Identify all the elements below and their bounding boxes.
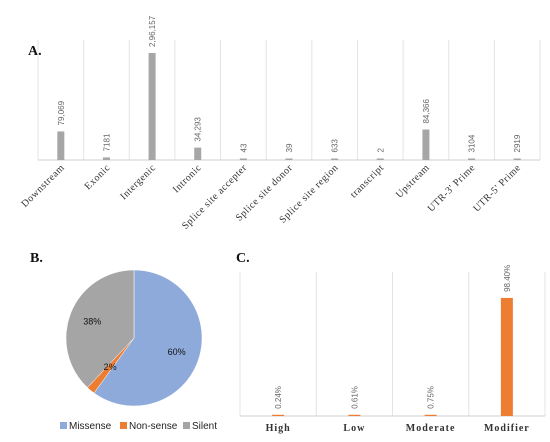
bar-moderate: [424, 414, 437, 416]
value-label: 7181: [102, 133, 111, 151]
legend-label: Silent: [192, 421, 217, 432]
value-label: 3104: [468, 134, 477, 152]
value-label: 34,293: [194, 117, 203, 142]
category-label: UTR-3' Prime: [426, 162, 478, 214]
category-label: Exonic: [83, 162, 113, 192]
category-label: Intronic: [171, 162, 204, 195]
value-label: 0.61%: [350, 386, 359, 409]
pie-label: 2%: [104, 362, 117, 372]
bar-transcript: [376, 158, 384, 160]
panel-b-label: B.: [30, 251, 43, 266]
bar-splice-site-region: [331, 158, 339, 160]
pie-label: 60%: [168, 347, 186, 357]
pie-label: 38%: [83, 316, 101, 326]
category-label: Downstream: [19, 162, 66, 209]
bar-low: [348, 414, 361, 416]
bar-utr-3-prime: [468, 158, 476, 160]
category-label: transcript: [348, 162, 386, 200]
pie-slice-missense: [93, 269, 203, 407]
category-label: High: [266, 423, 291, 434]
value-label: 2919: [513, 134, 522, 152]
value-label: 633: [331, 139, 340, 153]
pie-slice-non-sense: [87, 337, 135, 394]
category-label: Moderate: [406, 423, 456, 434]
value-label: 79,069: [57, 100, 66, 125]
bar-upstream: [422, 129, 430, 160]
legend-label: Missense: [69, 421, 112, 432]
value-label: 84,366: [422, 98, 431, 123]
category-label: UTR-5' Prime: [471, 162, 523, 214]
category-label: Low: [343, 423, 365, 434]
category-label: Upstream: [394, 162, 432, 200]
bar-modifier: [500, 297, 513, 416]
legend-swatch-missense: [60, 422, 67, 429]
value-label: 98.40%: [503, 265, 512, 292]
chart-a: 79,069 7181 2,96,157 34,293 43 39 633 2 84,366 31…: [19, 15, 541, 232]
value-label: 0.24%: [274, 386, 283, 409]
bar-intergenic: [148, 53, 156, 160]
legend-swatch-silent: [183, 422, 190, 429]
bar-downstream: [57, 131, 65, 160]
pie-slice-silent: [65, 269, 135, 388]
value-label: 39: [285, 143, 294, 152]
bar-splice-site-accepter: [239, 158, 247, 160]
category-label: Intergenic: [118, 162, 158, 202]
value-label: 2: [376, 148, 385, 153]
bar-splice-site-donor: [285, 158, 293, 160]
legend-swatch-non-sense: [120, 422, 127, 429]
bar-high: [272, 414, 285, 416]
bar-intronic: [194, 147, 202, 160]
value-label: 43: [239, 143, 248, 152]
legend-label: Non-sense: [129, 421, 178, 432]
value-label: 2,96,157: [148, 15, 157, 47]
panel-c-label: C.: [236, 251, 250, 266]
bar-exonic: [102, 157, 110, 160]
category-label: Modifier: [484, 423, 530, 434]
value-label: 0.75%: [427, 386, 436, 409]
bar-utr-5-prime: [513, 158, 521, 160]
